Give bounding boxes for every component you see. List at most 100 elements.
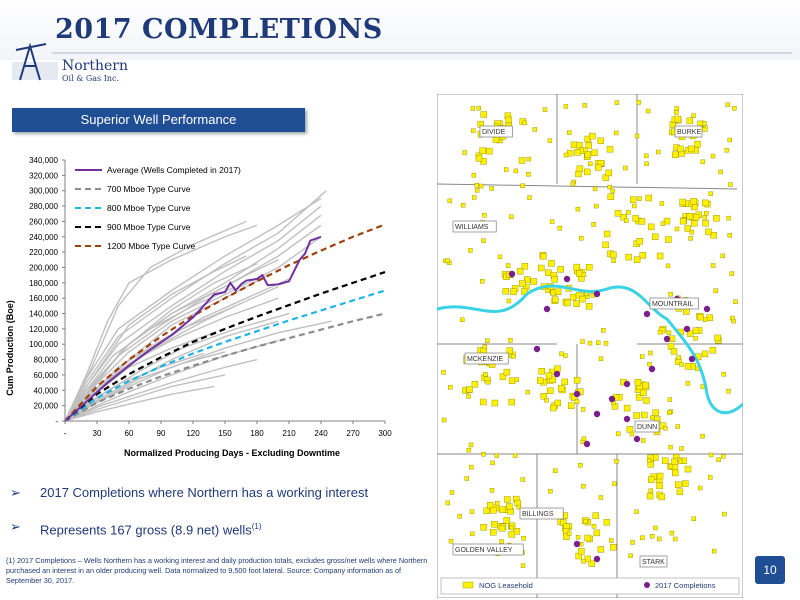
leasehold-block: [490, 529, 497, 536]
leasehold-block: [499, 539, 504, 544]
county-label: STARK: [642, 559, 665, 566]
leasehold-block: [612, 481, 617, 486]
production-chart: - 20,000 40,000 60,000 80,000 100,000 120,000 1…: [5, 156, 392, 458]
footnote: (1) 2017 Completions – Wells Northern ha…: [6, 556, 428, 585]
leasehold-block: [584, 151, 592, 158]
leasehold-block: [510, 288, 517, 296]
y-tick-label: 180,000: [29, 279, 58, 288]
leasehold-block: [706, 314, 713, 321]
leasehold-block: [598, 356, 604, 361]
leasehold-block: [607, 193, 615, 201]
leasehold-block: [589, 132, 596, 140]
leasehold-block: [728, 182, 733, 187]
leasehold-block: [471, 173, 477, 178]
leasehold-block: [545, 269, 552, 276]
leasehold-block: [469, 509, 475, 514]
leasehold-block: [490, 460, 495, 466]
leasehold-block: [656, 536, 662, 542]
leasehold-block: [659, 201, 665, 206]
leasehold-block: [504, 496, 511, 503]
leasehold-block: [674, 115, 682, 123]
leasehold-block: [521, 536, 526, 541]
leasehold-block: [540, 393, 548, 400]
leasehold-block: [704, 210, 709, 216]
leasehold-block: [668, 291, 673, 297]
leasehold-block: [710, 263, 716, 268]
leasehold-block: [625, 253, 632, 261]
leasehold-block: [685, 381, 691, 386]
leasehold-block: [554, 399, 562, 407]
county-label: GOLDEN VALLEY: [455, 547, 513, 554]
leasehold-block: [692, 213, 700, 221]
leasehold-block: [702, 199, 709, 207]
leasehold-block: [716, 457, 721, 462]
leasehold-block: [614, 130, 619, 136]
leasehold-block: [559, 351, 564, 356]
leasehold-block: [506, 298, 512, 304]
leasehold-block: [660, 221, 666, 226]
series-line-2: [64, 289, 386, 422]
leasehold-block: [669, 530, 675, 536]
well-map: DIVIDE BURKE WILLIAMS MOUNTRAIL MCKENZIE DUNN…: [437, 94, 743, 598]
individual-well-line: [64, 220, 247, 422]
leasehold-block: [640, 438, 646, 443]
county-label-box: [452, 220, 497, 233]
leasehold-block: [578, 236, 584, 241]
x-tick-label: 210: [282, 429, 296, 438]
leasehold-block: [672, 469, 679, 477]
completion-dot: [533, 345, 541, 353]
leasehold-block: [594, 164, 602, 171]
leasehold-block: [712, 548, 717, 554]
leasehold-block: [578, 463, 583, 468]
leasehold-block: [520, 288, 528, 295]
leasehold-block: [647, 476, 655, 483]
leasehold-block: [576, 165, 584, 172]
leasehold-block: [591, 524, 597, 529]
leasehold-block: [679, 198, 686, 206]
leasehold-block: [548, 260, 555, 267]
leasehold-block: [691, 516, 696, 521]
arrow-bullet-icon: ➢: [10, 519, 21, 534]
leasehold-block: [667, 397, 673, 402]
completion-dot: [608, 395, 616, 403]
leasehold-block: [694, 140, 701, 148]
leasehold-block: [674, 106, 680, 111]
bullet-text: 2017 Completions where Northern has a wo…: [40, 485, 369, 500]
leasehold-block: [645, 194, 652, 202]
leasehold-block: [667, 410, 672, 415]
y-tick-label: 160,000: [29, 294, 58, 303]
county-label: MCKENZIE: [467, 356, 504, 363]
leasehold-block: [582, 103, 587, 108]
leasehold-block: [629, 196, 637, 203]
leasehold-block: [593, 529, 601, 537]
leasehold-block: [708, 452, 714, 458]
series-line-3: [64, 271, 386, 422]
leasehold-block: [585, 263, 593, 271]
leasehold-block: [650, 415, 655, 420]
completion-dot: [623, 380, 631, 388]
leasehold-block: [692, 327, 700, 334]
leasehold-block: [710, 231, 717, 239]
leasehold-block: [733, 299, 738, 305]
leasehold-block: [635, 394, 643, 401]
leasehold-block: [480, 524, 487, 531]
leasehold-block: [574, 399, 580, 404]
header-bar: [0, 0, 800, 60]
leasehold-block: [552, 468, 558, 473]
leasehold-block: [520, 563, 526, 568]
leasehold-block: [584, 555, 591, 563]
leasehold-block: [609, 538, 614, 543]
leasehold-block: [679, 362, 684, 367]
leasehold-block: [581, 559, 586, 564]
page-title: 2017 COMPLETIONS: [55, 14, 383, 45]
leasehold-block: [502, 288, 510, 295]
leasehold-block: [520, 183, 525, 189]
leasehold-block: [513, 168, 519, 174]
leasehold-block: [620, 213, 628, 221]
leasehold-block: [682, 480, 689, 487]
y-tick-label: 260,000: [29, 217, 58, 226]
leasehold-block: [557, 226, 563, 231]
leasehold-block: [721, 454, 726, 459]
leasehold-block: [636, 237, 644, 245]
leasehold-block: [674, 481, 682, 488]
